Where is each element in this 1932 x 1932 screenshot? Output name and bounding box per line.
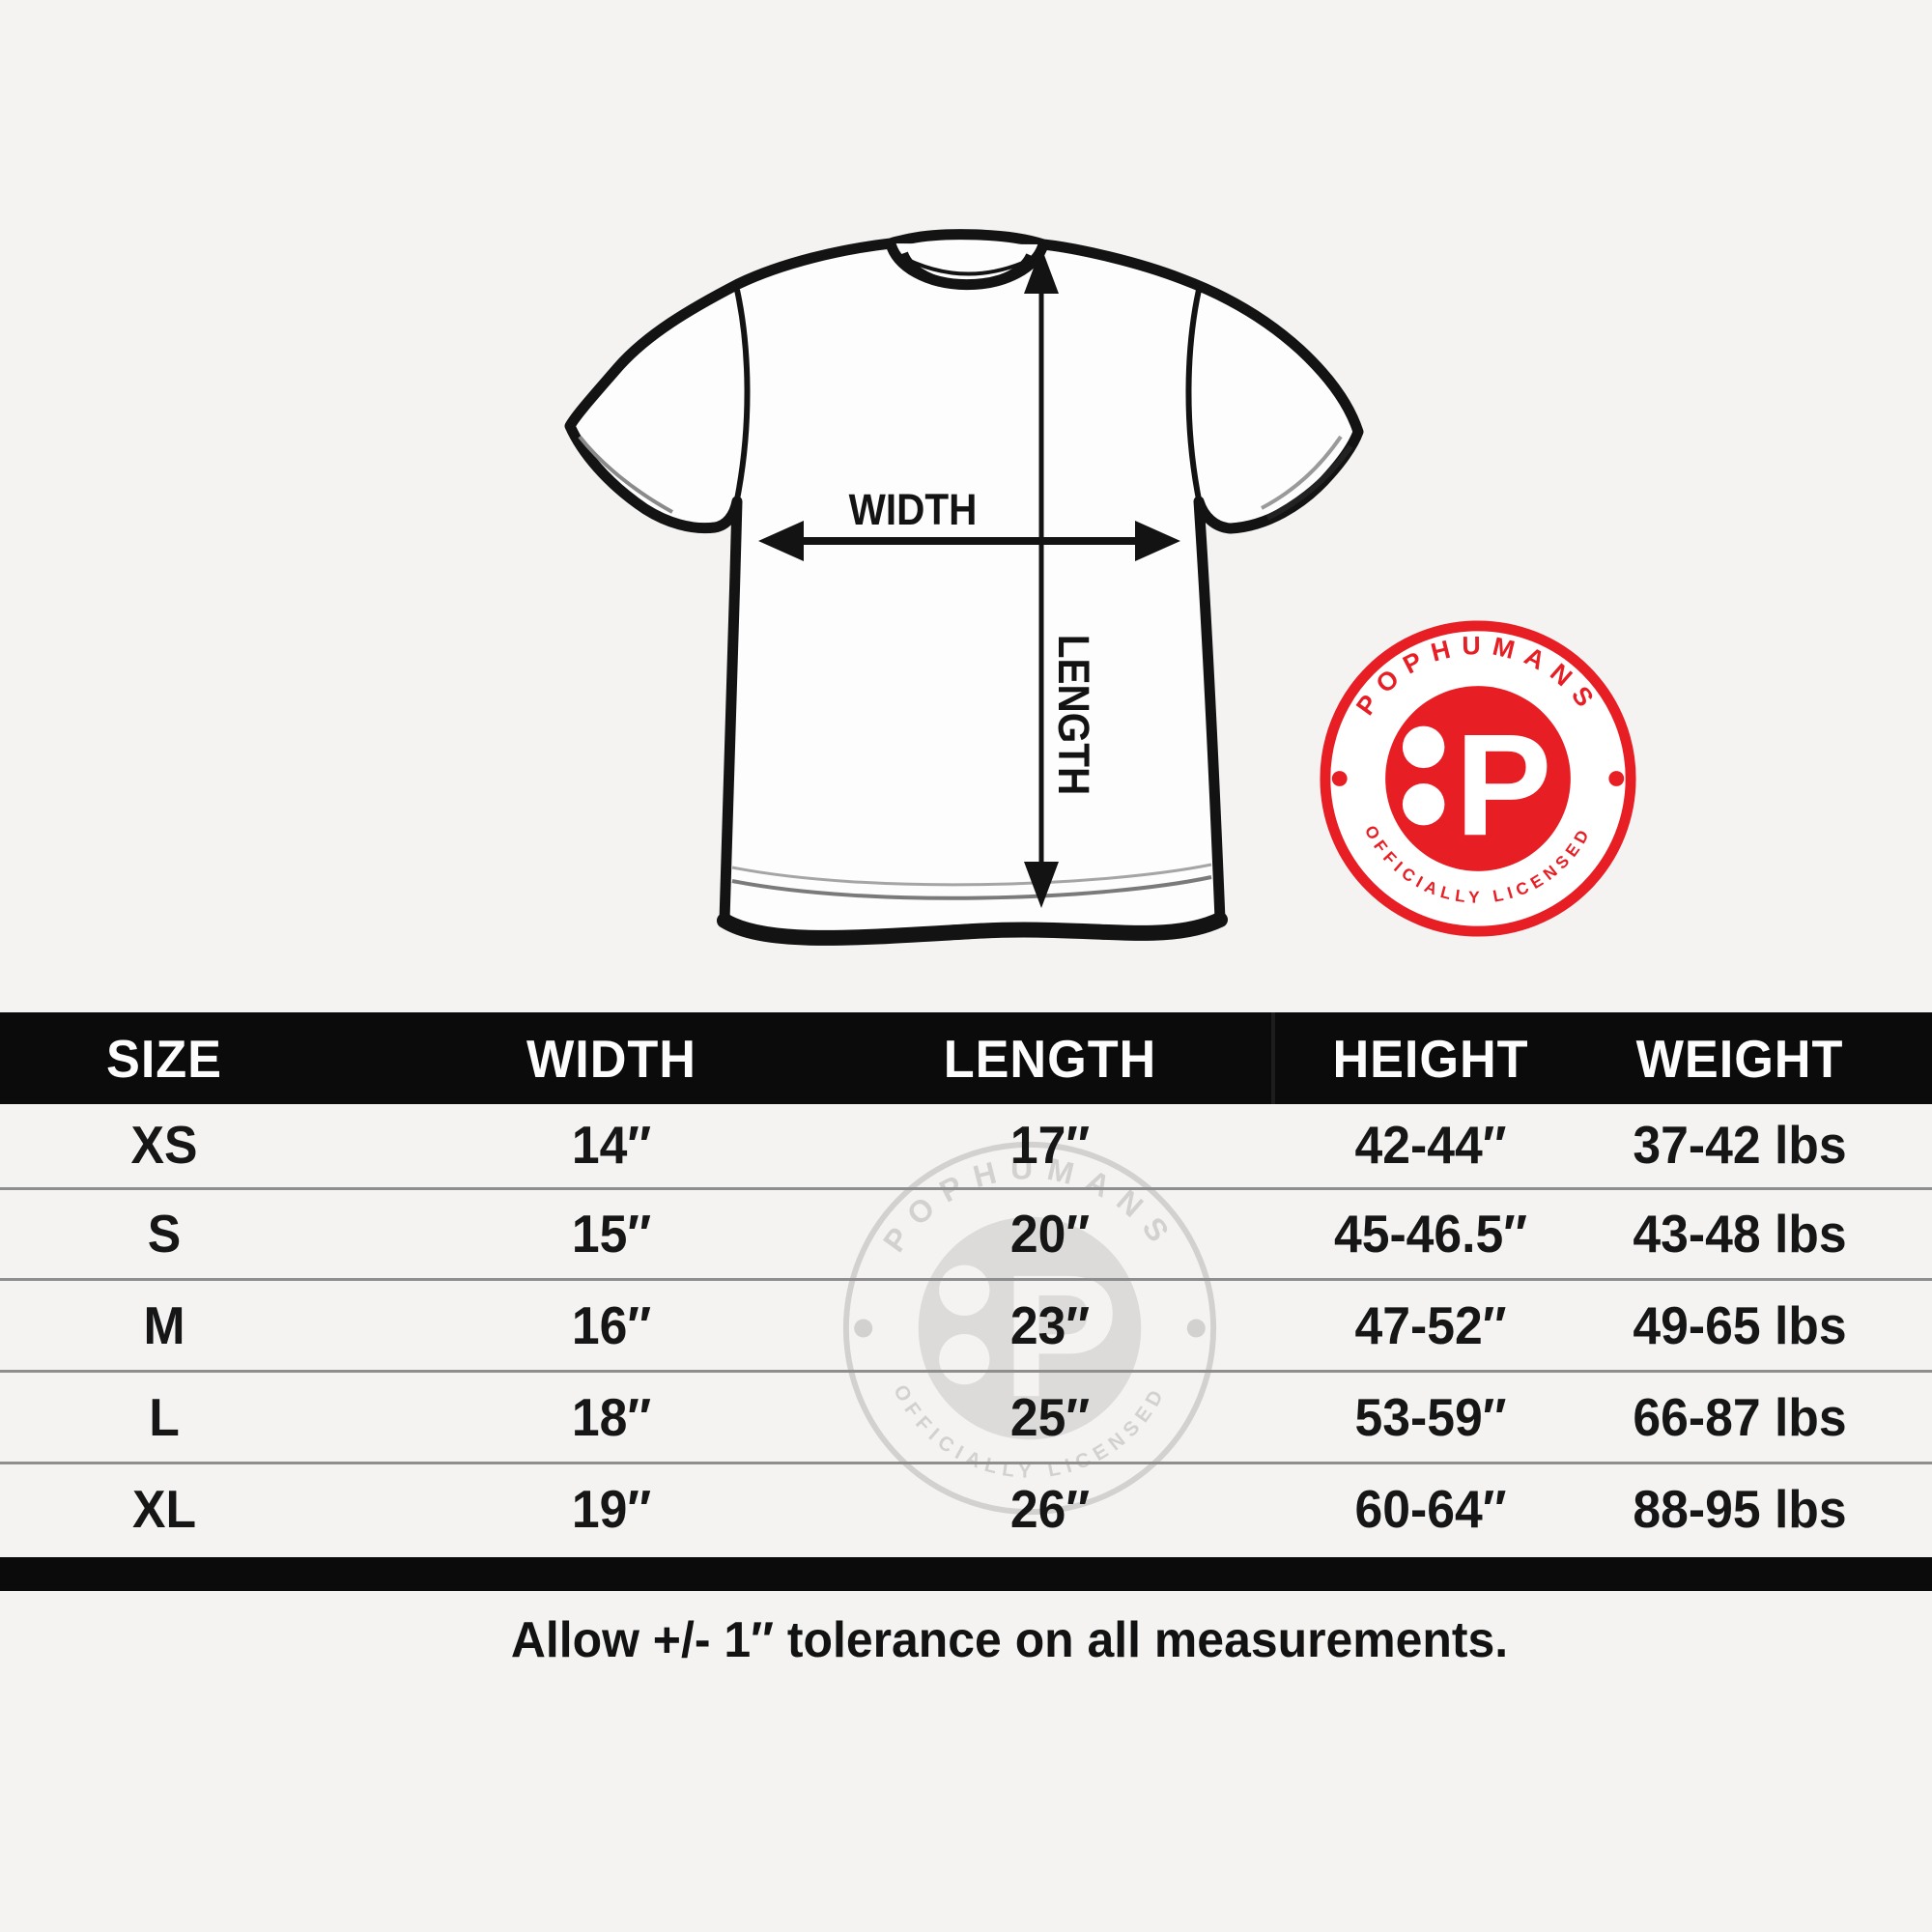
table-header-bar: SIZE WIDTH LENGTH HEIGHT WEIGHT: [0, 1012, 1932, 1104]
cell-height: 53-59″: [1354, 1387, 1507, 1447]
cell-height: 45-46.5″: [1333, 1204, 1528, 1264]
badge-dot-left: [1331, 771, 1348, 786]
cell-weight: 88-95 lbs: [1633, 1479, 1847, 1539]
left-armhole-seam: [734, 289, 751, 500]
left-cuff-stitch: [578, 435, 673, 514]
right-cuff-fold: [1265, 444, 1353, 521]
cell-width: 18″: [571, 1387, 652, 1447]
table-footer-bar: [0, 1557, 1932, 1591]
watermark-dot-right: [1186, 1319, 1206, 1338]
collar-back-line-1: [897, 253, 1037, 276]
header-size: SIZE: [106, 1028, 222, 1089]
hem-bold-edge: [717, 912, 1228, 946]
cell-height: 60-64″: [1354, 1479, 1507, 1539]
cell-weight: 66-87 lbs: [1633, 1387, 1847, 1447]
cell-length: 23″: [1009, 1295, 1091, 1355]
cell-weight: 43-48 lbs: [1633, 1204, 1847, 1264]
tshirt-outline: [564, 229, 1364, 944]
width-arrow: [758, 521, 1180, 561]
row-separator: [0, 1187, 1932, 1190]
cell-width: 15″: [571, 1204, 652, 1264]
cell-height: 47-52″: [1354, 1295, 1507, 1355]
watermark-dot-left: [854, 1319, 873, 1338]
table-row-m: M 16″ 23″ 47-52″ 49-65 lbs: [0, 1280, 1932, 1371]
cell-width: 19″: [571, 1479, 652, 1539]
badge-dot-right: [1608, 771, 1625, 786]
table-row-xs: XS 14″ 17″ 42-44″ 37-42 lbs: [0, 1099, 1932, 1190]
cell-length: 25″: [1009, 1387, 1091, 1447]
collar-back-line-2: [904, 265, 1031, 288]
cell-length: 20″: [1009, 1204, 1091, 1264]
header-bar-seam: [1271, 1012, 1275, 1104]
cell-size: XL: [131, 1479, 197, 1539]
cell-width: 16″: [571, 1295, 652, 1355]
svg-text:P: P: [1002, 1238, 1118, 1434]
right-cuff-stitch: [1261, 435, 1343, 510]
table-row-s: S 15″ 20″ 45-46.5″ 43-48 lbs: [0, 1188, 1932, 1279]
watermark-outer-ring: [842, 1141, 1217, 1516]
hem-stitch-upper: [731, 863, 1212, 887]
cell-length: 17″: [1009, 1115, 1091, 1175]
cell-weight: 49-65 lbs: [1633, 1295, 1847, 1355]
cell-size: XS: [130, 1115, 198, 1175]
cell-size: L: [149, 1387, 180, 1447]
cell-width: 14″: [571, 1115, 652, 1175]
cell-size: S: [147, 1204, 182, 1264]
right-armhole-seam: [1185, 289, 1202, 500]
hem-stitch-lower: [731, 875, 1212, 900]
svg-text:P: P: [1455, 703, 1551, 866]
table-row-xl: XL 19″ 26″ 60-64″ 88-95 lbs: [0, 1463, 1932, 1554]
header-length: LENGTH: [943, 1028, 1157, 1089]
row-separator: [0, 1278, 1932, 1281]
cell-size: M: [143, 1295, 185, 1355]
cell-weight: 37-42 lbs: [1633, 1115, 1847, 1175]
table-row-l: L 18″ 25″ 53-59″ 66-87 lbs: [0, 1372, 1932, 1463]
width-dimension-label: WIDTH: [848, 485, 978, 534]
watermark-colon-p-logo: P: [939, 1238, 1119, 1434]
cell-height: 42-44″: [1354, 1115, 1507, 1175]
cell-length: 26″: [1009, 1479, 1091, 1539]
length-arrow: [1024, 247, 1059, 908]
row-separator: [0, 1370, 1932, 1373]
tolerance-note: Allow +/- 1″ tolerance on all measuremen…: [510, 1612, 1509, 1668]
header-weight: WEIGHT: [1635, 1028, 1844, 1089]
header-height: HEIGHT: [1332, 1028, 1529, 1089]
pophumans-badge: POPHUMANS OFFICIALLY LICENSED P: [1320, 620, 1636, 937]
badge-colon-p-logo: P: [1402, 703, 1551, 866]
header-width: WIDTH: [526, 1028, 696, 1089]
length-dimension-label: LENGTH: [1049, 634, 1098, 796]
row-separator: [0, 1462, 1932, 1464]
watermark-badge: POPHUMANS OFFICIALLY LICENSED P: [842, 1141, 1217, 1516]
